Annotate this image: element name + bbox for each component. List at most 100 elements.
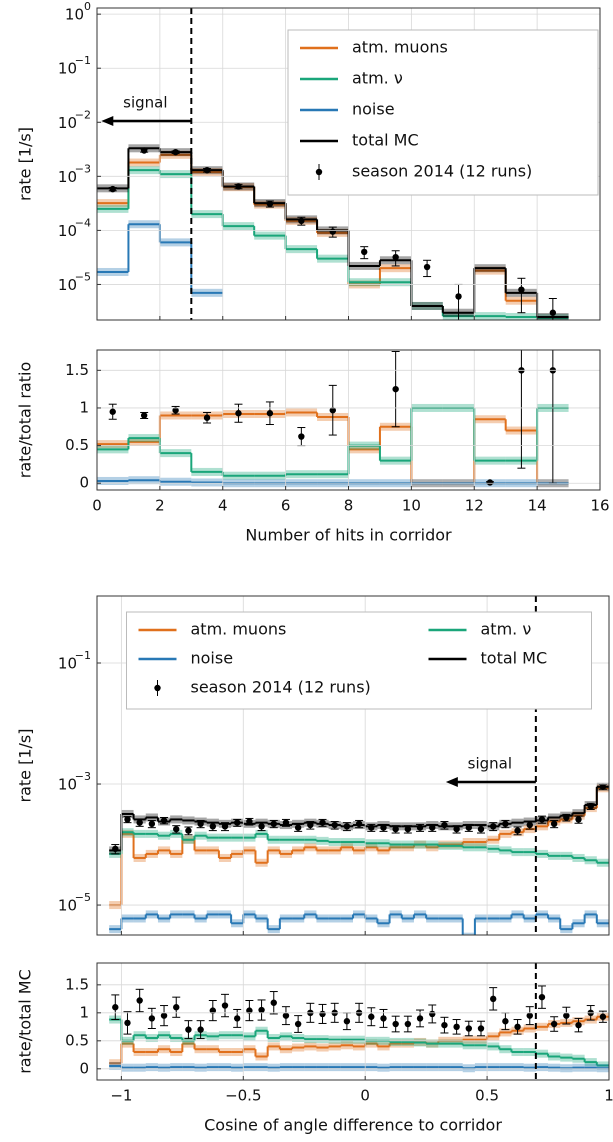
data-point	[266, 200, 274, 208]
data-point	[465, 1025, 473, 1032]
y-tick-label: 0.5	[65, 1031, 89, 1049]
data-point	[124, 816, 131, 823]
plot-area	[97, 144, 569, 320]
y-tick-exponent: −3	[75, 770, 91, 783]
data-point	[136, 997, 143, 1004]
y-tick-exponent: −5	[75, 891, 91, 904]
data-point	[173, 1004, 180, 1011]
x-tick-label: 8	[344, 497, 354, 515]
y-tick-label: 10	[58, 897, 77, 915]
data-point	[209, 823, 217, 830]
x-tick-label: −0.5	[225, 1087, 261, 1105]
data-point	[489, 823, 497, 830]
x-tick-label: 4	[218, 497, 228, 515]
y-tick-label: 1.5	[65, 361, 89, 379]
data-point	[518, 286, 525, 293]
data-point	[455, 293, 462, 300]
y-tick-exponent: 0	[84, 0, 91, 13]
legend-label: atm. ν	[481, 620, 532, 639]
x-tick-label: 0	[360, 1087, 370, 1105]
axes-frame	[96, 349, 601, 491]
data-point	[575, 1021, 582, 1029]
y-tick-label: 1	[79, 1003, 89, 1021]
data-point	[563, 1012, 570, 1019]
data-point	[489, 995, 497, 1003]
data-point	[526, 1012, 533, 1019]
axes-frame	[96, 595, 610, 936]
data-point	[197, 820, 204, 828]
data-point	[550, 1020, 558, 1028]
legend-label: atm. muons	[352, 38, 448, 57]
y-tick-exponent: −1	[75, 54, 91, 67]
legend-swatch	[315, 168, 323, 176]
data-point	[270, 999, 277, 1006]
data-point	[502, 1018, 509, 1025]
x-tick-label: 6	[281, 497, 291, 515]
data-point	[514, 827, 521, 834]
data-point	[112, 845, 119, 853]
legend-swatch	[154, 684, 161, 692]
legend-label: atm. muons	[191, 620, 287, 639]
data-point	[160, 1012, 168, 1019]
data-point	[538, 816, 546, 823]
data-point	[355, 820, 363, 828]
data-point	[575, 816, 582, 823]
data-point	[453, 1023, 460, 1031]
data-point	[477, 825, 485, 833]
data-point	[203, 414, 211, 421]
y-axis-label: rate [1/s]	[16, 127, 35, 201]
data-point	[246, 1007, 253, 1014]
data-point	[203, 166, 211, 174]
y-tick-label: 10	[58, 168, 77, 186]
data-point	[319, 1010, 326, 1018]
data-point	[329, 228, 336, 235]
legend-label: total MC	[481, 649, 548, 668]
data-point	[599, 783, 607, 790]
data-point	[209, 1007, 217, 1014]
data-point	[477, 1025, 485, 1032]
data-point	[235, 410, 242, 417]
data-point	[298, 433, 305, 440]
data-point	[538, 993, 546, 1001]
y-tick-label: 10	[65, 6, 84, 24]
data-point	[109, 185, 116, 193]
data-point	[502, 820, 509, 828]
y-tick-label: 1.5	[65, 975, 89, 993]
data-point	[416, 824, 424, 831]
data-point	[392, 825, 399, 833]
y-axis-label: rate/total MC	[16, 969, 35, 1074]
x-tick-label: 12	[465, 497, 484, 515]
data-point	[185, 827, 192, 834]
data-point	[423, 263, 431, 271]
data-point	[549, 309, 557, 316]
x-axis-label: Cosine of angle difference to corridor	[204, 1116, 502, 1135]
data-point	[416, 1015, 424, 1022]
data-point	[109, 408, 116, 415]
data-point	[380, 1015, 387, 1022]
x-tick-label: 16	[590, 497, 609, 515]
y-tick-exponent: −4	[75, 216, 91, 229]
y-tick-label: 10	[58, 655, 77, 673]
data-point	[429, 1010, 436, 1018]
y-tick-label: 0	[79, 474, 89, 492]
y-tick-exponent: −1	[75, 649, 91, 662]
legend-label: total MC	[352, 131, 419, 150]
annotation: signal	[123, 94, 167, 112]
data-point	[599, 1013, 607, 1020]
data-point	[307, 821, 314, 829]
x-tick-label: 10	[402, 497, 421, 515]
data-point	[587, 803, 594, 810]
data-point	[404, 825, 412, 833]
data-point	[441, 821, 448, 829]
data-point	[392, 1020, 399, 1028]
x-axis-label: Number of hits in corridor	[245, 526, 452, 545]
legend-label: noise	[191, 649, 234, 668]
data-point	[282, 1012, 290, 1019]
axes-frame	[96, 7, 601, 321]
data-point	[124, 1019, 131, 1027]
data-point	[319, 819, 326, 826]
x-tick-label: 0	[92, 497, 102, 515]
data-point	[233, 819, 241, 826]
y-tick-label: 10	[58, 222, 77, 240]
